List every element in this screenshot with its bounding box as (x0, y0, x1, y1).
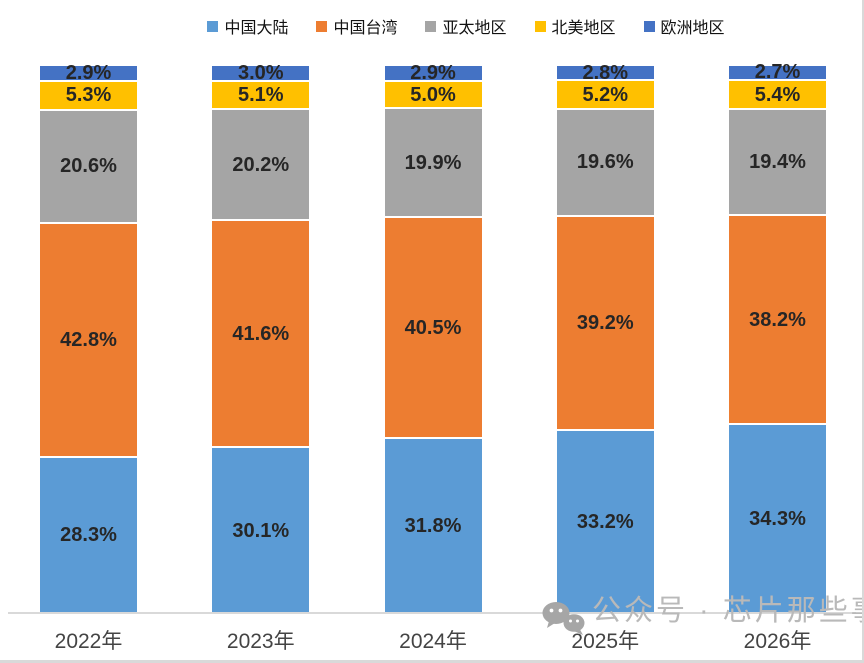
stacked-bar-2026年: 2.7% 5.4% 19.4% 38.2% 34.3% (729, 62, 826, 613)
bar-segment-中国大陆: 28.3% (40, 458, 137, 613)
x-axis-label-2025年: 2025年 (571, 630, 640, 653)
segment-value-label: 38.2% (749, 308, 806, 331)
segment-value-label: 33.2% (576, 511, 634, 534)
x-axis-label-2026年: 2026年 (743, 630, 812, 653)
x-axis-label-2023年: 2023年 (226, 630, 295, 653)
segment-value-label: 5.1% (237, 84, 284, 107)
bar-segment-中国台湾: 38.2% (729, 216, 826, 426)
segment-value-label: 2.7% (754, 61, 801, 84)
segment-value-label: 39.2% (576, 312, 634, 335)
bar-segment-北美地区: 5.2% (556, 81, 654, 110)
bar-segment-中国大陆: 30.1% (212, 448, 310, 613)
bar-segment-欧洲地区: 2.9% (40, 61, 137, 84)
legend-item-2: 亚太地区 (425, 14, 507, 38)
chart-legend: 中国大陆 中国台湾 亚太地区 北美地区 欧洲地区 (0, 14, 862, 38)
bar-segment-中国大陆: 31.8% (384, 439, 482, 613)
segment-value-label: 19.9% (404, 151, 462, 174)
bar-segment-中国台湾: 42.8% (40, 223, 137, 459)
bar-segment-中国大陆: 34.3% (729, 425, 826, 613)
bar-segment-北美地区: 5.1% (212, 82, 310, 111)
segment-value-label: 34.3% (749, 508, 806, 531)
x-axis-labels: 2022年 2023年 2024年 2025年 2026年 (40, 625, 826, 655)
legend-item-0: 中国大陆 (207, 14, 288, 38)
plot-area: 2.9% 5.3% 20.6% 42.8% 28.3% 3.0% 5.1% 20.2% 41.6… (40, 61, 826, 613)
legend-label: 中国大陆 (224, 20, 289, 37)
segment-value-label: 41.6% (232, 322, 290, 345)
legend-label: 北美地区 (551, 20, 616, 37)
segment-value-label: 5.0% (410, 83, 456, 106)
bar-segment-欧洲地区: 2.9% (384, 61, 482, 84)
bar-segment-欧洲地区: 2.8% (556, 61, 654, 84)
segment-value-label: 19.4% (749, 151, 806, 174)
legend-item-4: 欧洲地区 (643, 14, 725, 38)
stacked-bar-2024年: 2.9% 5.0% 19.9% 40.5% 31.8% (384, 61, 482, 613)
segment-value-label: 19.6% (576, 151, 634, 174)
segment-value-label: 5.4% (754, 83, 801, 106)
bar-segment-亚太地区: 19.9% (384, 109, 482, 218)
bar-segment-北美地区: 5.4% (729, 80, 826, 111)
legend-swatch-icon (316, 20, 328, 32)
legend-item-1: 中国台湾 (316, 14, 397, 38)
stacked-bar-2022年: 2.9% 5.3% 20.6% 42.8% 28.3% (40, 61, 137, 613)
legend-item-3: 北美地区 (534, 14, 616, 38)
bar-segment-北美地区: 5.3% (40, 81, 137, 111)
bar-segment-亚太地区: 19.6% (556, 109, 654, 217)
bar-segment-亚太地区: 20.6% (40, 110, 137, 224)
x-axis-label-2024年: 2024年 (399, 630, 467, 653)
bar-segment-中国台湾: 41.6% (212, 220, 310, 449)
x-axis-line (8, 612, 856, 614)
segment-value-label: 2.9% (65, 61, 112, 84)
legend-label: 亚太地区 (442, 20, 507, 37)
segment-value-label: 30.1% (232, 519, 290, 542)
segment-value-label: 28.3% (60, 524, 117, 547)
legend-swatch-icon (207, 20, 219, 32)
segment-value-label: 20.2% (232, 153, 290, 176)
legend-swatch-icon (534, 20, 546, 32)
bar-segment-亚太地区: 19.4% (729, 110, 826, 217)
stacked-bar-2025年: 2.8% 5.2% 19.6% 39.2% 33.2% (556, 61, 654, 613)
bar-segment-欧洲地区: 3.0% (212, 62, 310, 85)
legend-label: 中国台湾 (333, 20, 398, 37)
segment-value-label: 42.8% (60, 328, 117, 351)
segment-value-label: 2.9% (410, 61, 456, 84)
segment-value-label: 20.6% (60, 155, 117, 178)
bar-segment-中国台湾: 40.5% (384, 217, 482, 440)
bar-segment-欧洲地区: 2.7% (729, 62, 826, 82)
x-axis-label-2022年: 2022年 (54, 630, 123, 653)
bar-segment-中国大陆: 33.2% (556, 431, 654, 613)
bar-segment-中国台湾: 39.2% (556, 216, 654, 432)
legend-swatch-icon (425, 20, 437, 32)
legend-label: 欧洲地区 (660, 20, 725, 37)
segment-value-label: 5.2% (582, 83, 629, 106)
segment-value-label: 5.3% (65, 84, 112, 107)
segment-value-label: 2.8% (582, 61, 629, 84)
segment-value-label: 31.8% (404, 515, 462, 538)
stacked-bar-2023年: 3.0% 5.1% 20.2% 41.6% 30.1% (212, 62, 310, 613)
segment-value-label: 3.0% (237, 62, 284, 85)
bar-segment-北美地区: 5.0% (384, 81, 482, 110)
segment-value-label: 40.5% (404, 316, 462, 339)
legend-swatch-icon (643, 20, 655, 32)
bar-segment-亚太地区: 20.2% (212, 110, 310, 221)
